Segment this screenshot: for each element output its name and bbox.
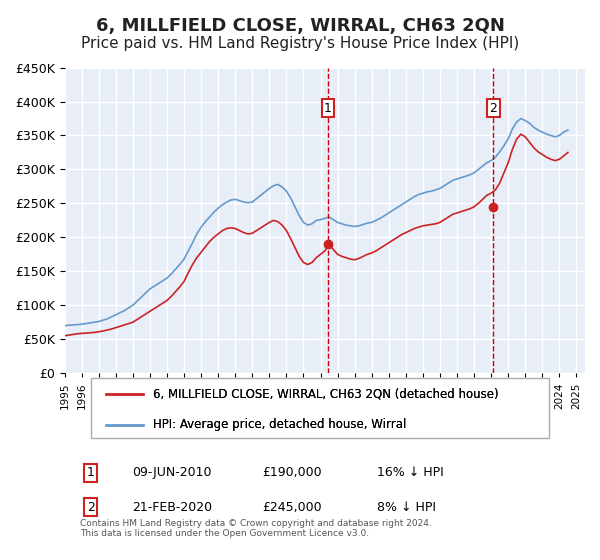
Text: £245,000: £245,000 [262,501,322,514]
Text: £190,000: £190,000 [262,466,322,479]
Text: 8% ↓ HPI: 8% ↓ HPI [377,501,436,514]
Text: 6, MILLFIELD CLOSE, WIRRAL, CH63 2QN: 6, MILLFIELD CLOSE, WIRRAL, CH63 2QN [95,17,505,35]
Text: 6, MILLFIELD CLOSE, WIRRAL, CH63 2QN (detached house): 6, MILLFIELD CLOSE, WIRRAL, CH63 2QN (de… [153,388,499,400]
FancyBboxPatch shape [91,379,548,438]
Text: 16% ↓ HPI: 16% ↓ HPI [377,466,443,479]
Text: 1: 1 [86,466,95,479]
Text: 2: 2 [490,102,497,115]
Text: HPI: Average price, detached house, Wirral: HPI: Average price, detached house, Wirr… [153,418,406,431]
Text: 21-FEB-2020: 21-FEB-2020 [132,501,212,514]
Text: 1: 1 [324,102,332,115]
Text: 6, MILLFIELD CLOSE, WIRRAL, CH63 2QN (detached house): 6, MILLFIELD CLOSE, WIRRAL, CH63 2QN (de… [153,388,499,400]
Text: 09-JUN-2010: 09-JUN-2010 [132,466,212,479]
Text: Contains HM Land Registry data © Crown copyright and database right 2024.
This d: Contains HM Land Registry data © Crown c… [80,519,432,538]
Text: 2: 2 [86,501,95,514]
Text: HPI: Average price, detached house, Wirral: HPI: Average price, detached house, Wirr… [153,418,406,431]
Text: Price paid vs. HM Land Registry's House Price Index (HPI): Price paid vs. HM Land Registry's House … [81,36,519,52]
